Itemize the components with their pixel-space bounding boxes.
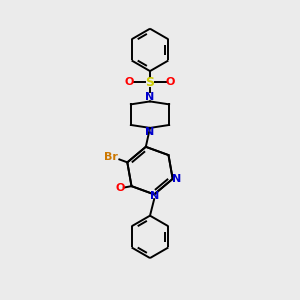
Text: N: N [146,127,154,137]
Text: O: O [125,77,134,87]
Text: S: S [146,76,154,89]
Text: N: N [172,174,181,184]
Text: Br: Br [103,152,118,162]
Text: N: N [150,191,159,201]
Text: N: N [146,92,154,102]
Text: O: O [166,77,175,87]
Text: O: O [116,183,125,193]
